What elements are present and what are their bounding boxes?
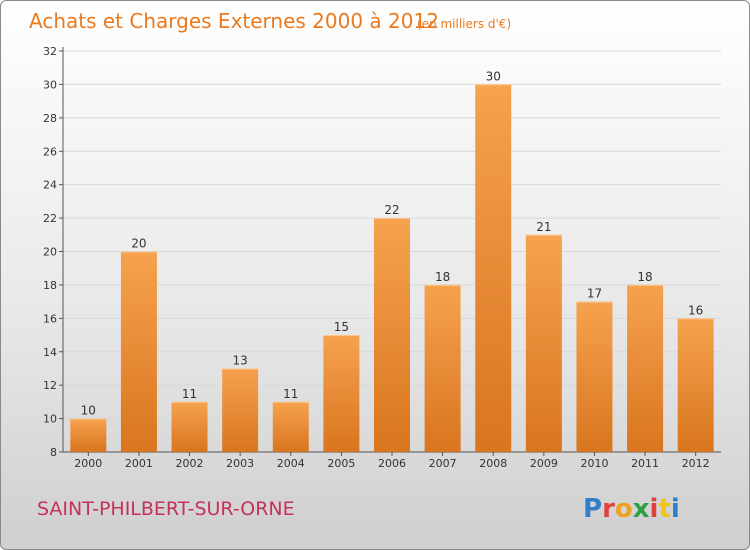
x-tick-label: 2005 [327,457,355,470]
x-tick-label: 2004 [277,457,305,470]
y-tick-label: 14 [43,346,57,359]
bar [222,368,259,452]
y-tick-label: 22 [43,212,57,225]
x-tick-label: 2012 [682,457,710,470]
bar-value-label: 17 [587,287,602,301]
logo-letter: x [633,494,650,524]
y-tick-label: 30 [43,78,57,91]
bar-value-label: 20 [131,237,146,251]
logo-letter: P [583,494,602,524]
bar [475,84,512,453]
bar-value-label: 11 [283,387,298,401]
x-tick-label: 2002 [176,457,204,470]
bar-value-label: 10 [81,404,96,418]
y-tick-label: 26 [43,145,57,158]
bar-value-label: 18 [435,270,450,284]
bar [677,318,714,452]
x-tick-label: 2000 [74,457,102,470]
x-tick-label: 2009 [530,457,558,470]
y-tick-label: 24 [43,179,57,192]
bar-value-label: 16 [688,303,703,317]
y-tick-label: 12 [43,379,57,392]
bar [323,335,360,452]
labels: 8 10 12 14 16 18 20 22 24 26 28 30 32 10 2000 20 2001 11 2… [43,45,710,470]
logo-letter: o [615,494,633,524]
bar-value-label: 22 [384,203,399,217]
y-tick-label: 18 [43,279,57,292]
x-tick-label: 2001 [125,457,153,470]
bar-value-label: 11 [182,387,197,401]
proxiti-logo: Proxiti [583,494,680,524]
x-tick-label: 2006 [378,457,406,470]
logo-letter: r [602,494,615,524]
bars [70,84,714,453]
bar [374,218,410,452]
bar [272,401,309,452]
place-name: SAINT-PHILBERT-SUR-ORNE [37,498,295,520]
x-tick-label: 2011 [631,457,659,470]
logo-letter: i [650,494,659,524]
y-tick-label: 20 [43,246,57,259]
y-tick-label: 32 [43,45,57,58]
bar [424,284,461,452]
bar [525,234,562,452]
x-tick-label: 2007 [429,457,457,470]
bar [627,284,664,452]
logo-letter: i [671,494,680,524]
bar [120,251,157,452]
y-tick-label: 28 [43,112,57,125]
y-tick-label: 8 [50,446,57,459]
bar-value-label: 13 [233,353,248,367]
bar-value-label: 30 [486,69,501,83]
bar [171,401,208,452]
chart-title: Achats et Charges Externes 2000 à 2012 [29,9,439,33]
logo-letter: t [658,494,670,524]
y-tick-label: 16 [43,312,57,325]
y-tick-label: 10 [43,413,57,426]
x-tick-label: 2008 [479,457,507,470]
bar [576,301,613,452]
x-tick-label: 2010 [580,457,608,470]
bar-value-label: 15 [334,320,349,334]
chart-unit-label: (en milliers d'€) [417,17,511,31]
bar-value-label: 18 [637,270,652,284]
x-tick-label: 2003 [226,457,254,470]
bar-value-label: 21 [536,220,551,234]
bar [70,418,107,452]
